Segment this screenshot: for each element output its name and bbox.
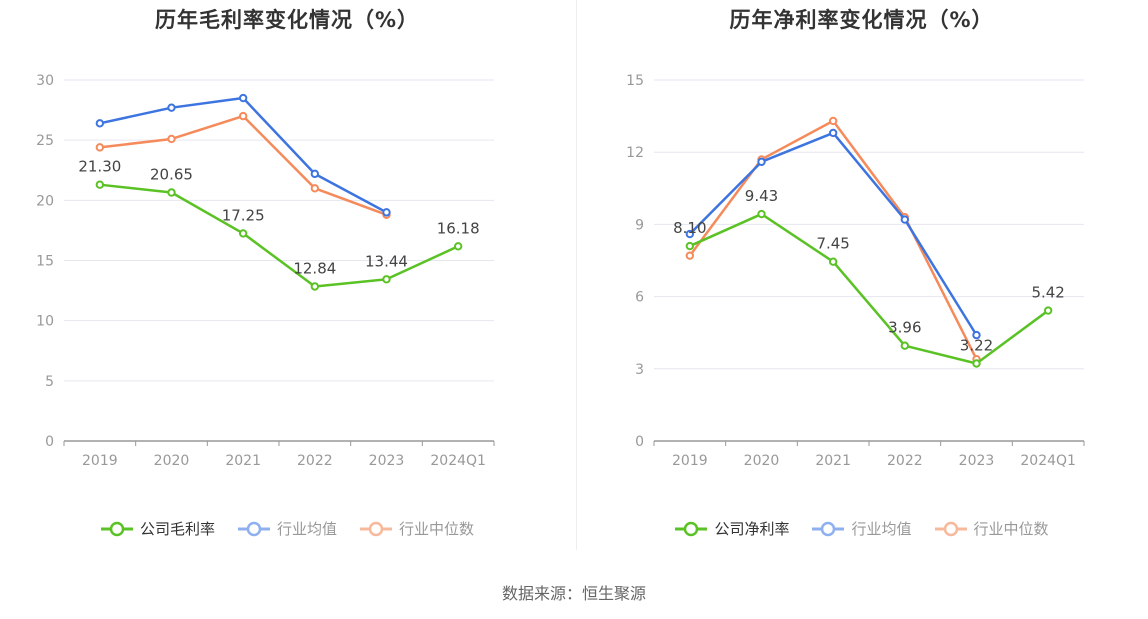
legend-line-icon bbox=[237, 521, 270, 536]
y-tick-label: 9 bbox=[635, 217, 644, 233]
legend-line-icon bbox=[100, 521, 133, 536]
point-median[interactable] bbox=[238, 111, 248, 121]
legend-label-median: 行业中位数 bbox=[973, 520, 1049, 538]
data-label: 16.18 bbox=[437, 219, 480, 237]
point-company[interactable] bbox=[95, 180, 105, 189]
y-tick-label: 0 bbox=[45, 434, 54, 450]
legend-line-icon bbox=[675, 521, 708, 536]
x-tick-label: 2020 bbox=[154, 453, 190, 469]
data-label: 20.65 bbox=[150, 166, 193, 184]
legend-label-median: 行业中位数 bbox=[399, 520, 475, 538]
legend-item-company[interactable]: 公司毛利率 bbox=[100, 518, 215, 539]
point-company[interactable] bbox=[310, 282, 320, 291]
x-tick-label: 2019 bbox=[672, 453, 708, 469]
y-tick-label: 12 bbox=[626, 145, 644, 161]
x-tick-label: 2021 bbox=[815, 453, 851, 469]
net-margin-legend: 公司净利率 行业均值 行业中位数 bbox=[575, 518, 1148, 539]
data-label: 7.45 bbox=[816, 235, 849, 253]
x-tick-label: 2023 bbox=[369, 453, 405, 469]
point-company[interactable] bbox=[167, 188, 176, 197]
net-margin-panel: 历年净利率变化情况（%） 0 3 6 9 12 15 2019 2020 2021 2022 202… bbox=[575, 0, 1148, 560]
net-margin-chart: 0 3 6 9 12 15 2019 2020 2021 2022 2023 2024Q1 8.10 9.… bbox=[626, 73, 1085, 469]
point-company[interactable] bbox=[685, 241, 695, 251]
x-tick-label: 2022 bbox=[297, 453, 333, 469]
gross-margin-title: 历年毛利率变化情况（%） bbox=[154, 8, 420, 32]
legend-item-median[interactable]: 行业中位数 bbox=[359, 518, 474, 539]
point-avg[interactable] bbox=[95, 119, 105, 128]
legend-label-company: 公司毛利率 bbox=[139, 520, 215, 538]
point-median[interactable] bbox=[828, 116, 838, 126]
data-source: 数据来源：恒生聚源 bbox=[501, 584, 646, 603]
data-label: 3.96 bbox=[888, 319, 921, 337]
gross-margin-panel: 历年毛利率变化情况（%） 0 5 10 15 20 25 30 2019 2020 2021 202… bbox=[0, 0, 574, 560]
y-tick-label: 15 bbox=[36, 254, 54, 270]
x-tick-label: 2021 bbox=[225, 453, 261, 469]
point-company[interactable] bbox=[900, 341, 910, 350]
x-tick-label: 2024Q1 bbox=[1020, 453, 1076, 469]
point-avg[interactable] bbox=[972, 330, 981, 340]
x-tick-label: 2024Q1 bbox=[430, 453, 486, 469]
point-avg[interactable] bbox=[382, 208, 391, 217]
legend-label-avg: 行业均值 bbox=[276, 520, 337, 538]
legend-line-icon bbox=[812, 521, 845, 536]
y-tick-label: 0 bbox=[635, 434, 644, 450]
point-avg[interactable] bbox=[167, 103, 176, 112]
y-tick-label: 25 bbox=[36, 133, 54, 149]
point-avg[interactable] bbox=[757, 157, 766, 167]
legend-item-company[interactable]: 公司净利率 bbox=[674, 518, 789, 539]
x-tick-label: 2022 bbox=[887, 453, 923, 469]
point-avg[interactable] bbox=[900, 215, 910, 224]
point-company[interactable] bbox=[972, 359, 981, 368]
data-label: 13.44 bbox=[365, 252, 408, 270]
y-tick-label: 5 bbox=[45, 374, 54, 390]
y-tick-label: 10 bbox=[36, 314, 54, 330]
series-line-company bbox=[99, 183, 459, 288]
net-margin-title: 历年净利率变化情况（%） bbox=[729, 8, 994, 32]
point-median[interactable] bbox=[167, 134, 176, 144]
x-tick-label: 2023 bbox=[959, 453, 995, 469]
point-median[interactable] bbox=[95, 143, 105, 152]
point-company[interactable] bbox=[238, 229, 248, 238]
y-tick-label: 3 bbox=[635, 362, 644, 378]
point-company[interactable] bbox=[453, 242, 463, 251]
x-tick-label: 2020 bbox=[744, 453, 780, 469]
y-tick-label: 6 bbox=[635, 290, 644, 306]
data-label: 21.30 bbox=[78, 158, 121, 176]
legend-item-median[interactable]: 行业中位数 bbox=[934, 518, 1049, 539]
gross-margin-legend: 公司毛利率 行业均值 行业中位数 bbox=[0, 518, 574, 539]
data-label: 3.22 bbox=[960, 337, 993, 355]
legend-label-avg: 行业均值 bbox=[851, 520, 912, 538]
panel-divider bbox=[576, 0, 577, 550]
data-label: 5.42 bbox=[1031, 284, 1064, 302]
point-avg[interactable] bbox=[685, 229, 695, 239]
point-avg[interactable] bbox=[238, 93, 248, 103]
y-tick-label: 15 bbox=[626, 73, 644, 89]
data-label: 12.84 bbox=[293, 259, 336, 277]
legend-line-icon bbox=[934, 521, 967, 536]
legend-line-icon bbox=[360, 521, 392, 536]
gross-margin-chart: 0 5 10 15 20 25 30 2019 2020 2021 2022 2023 2024Q1 21… bbox=[36, 73, 495, 469]
legend-item-avg[interactable]: 行业均值 bbox=[811, 518, 912, 539]
series-line-company bbox=[689, 212, 1049, 365]
point-avg[interactable] bbox=[828, 128, 838, 138]
y-tick-label: 30 bbox=[36, 73, 54, 89]
point-company[interactable] bbox=[382, 275, 391, 284]
point-avg[interactable] bbox=[310, 169, 320, 179]
x-tick-label: 2019 bbox=[82, 453, 118, 469]
data-label: 8.10 bbox=[673, 219, 706, 237]
y-tick-label: 20 bbox=[36, 193, 54, 209]
legend-item-avg[interactable]: 行业均值 bbox=[237, 518, 337, 539]
point-median[interactable] bbox=[685, 251, 695, 260]
legend-label-company: 公司净利率 bbox=[714, 520, 790, 538]
point-company[interactable] bbox=[828, 257, 838, 266]
data-label: 17.25 bbox=[222, 206, 265, 224]
point-company[interactable] bbox=[1043, 306, 1053, 315]
data-label: 9.43 bbox=[745, 187, 778, 205]
point-median[interactable] bbox=[310, 184, 320, 193]
point-company[interactable] bbox=[757, 209, 766, 219]
